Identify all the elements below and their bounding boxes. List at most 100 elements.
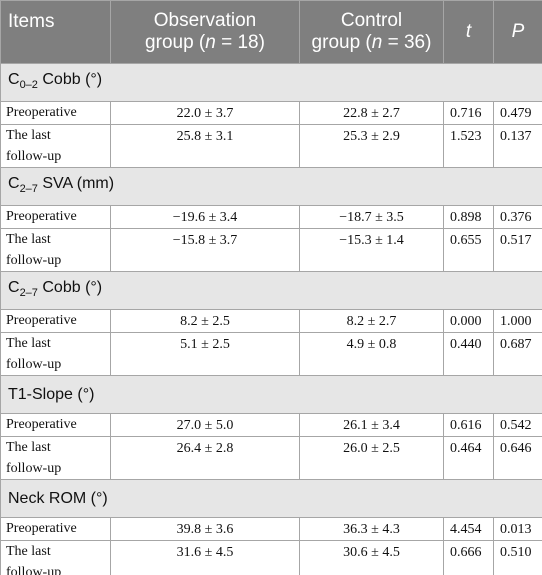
header-p: P bbox=[493, 0, 542, 64]
section-title: C2–7 SVA (mm) bbox=[0, 167, 542, 206]
section-row: C2–7 Cobb (°) bbox=[0, 271, 542, 310]
p-value: 0.376 bbox=[493, 205, 542, 229]
section-title-sub: 2–7 bbox=[19, 183, 38, 196]
control-value: 26.0 ± 2.5 bbox=[299, 436, 444, 480]
row-label-line1: The last bbox=[6, 336, 51, 351]
row-label-line2: follow-up bbox=[6, 357, 62, 372]
control-value: 36.3 ± 4.3 bbox=[299, 517, 444, 541]
control-value: 26.1 ± 3.4 bbox=[299, 413, 444, 437]
table-row: The last follow-up 31.6 ± 4.5 30.6 ± 4.5 … bbox=[0, 540, 542, 575]
control-value: −18.7 ± 3.5 bbox=[299, 205, 444, 229]
row-label-line2: follow-up bbox=[6, 565, 62, 575]
p-value: 0.510 bbox=[493, 540, 542, 575]
header-control-n: n bbox=[371, 32, 383, 53]
section-title-main: C bbox=[8, 70, 20, 88]
row-label: Preoperative bbox=[0, 101, 111, 125]
header-control-group: Control group (n = 36) bbox=[299, 0, 444, 64]
observation-value: −19.6 ± 3.4 bbox=[110, 205, 300, 229]
header-control-line2-suffix: = 36) bbox=[382, 32, 432, 53]
section-row: T1-Slope (°) bbox=[0, 375, 542, 414]
section-title-rest: Cobb (°) bbox=[37, 70, 103, 88]
row-label: The last follow-up bbox=[0, 124, 111, 168]
p-value: 0.479 bbox=[493, 101, 542, 125]
control-value: 4.9 ± 0.8 bbox=[299, 332, 444, 376]
observation-value: −15.8 ± 3.7 bbox=[110, 228, 300, 272]
control-value: 30.6 ± 4.5 bbox=[299, 540, 444, 575]
row-label-line2: follow-up bbox=[6, 461, 62, 476]
row-label-line1: The last bbox=[6, 544, 51, 559]
t-value: 0.666 bbox=[443, 540, 494, 575]
header-observation-line1: Observation bbox=[153, 10, 257, 31]
header-p-label: P bbox=[511, 21, 525, 42]
observation-value: 31.6 ± 4.5 bbox=[110, 540, 300, 575]
t-value: 1.523 bbox=[443, 124, 494, 168]
header-t: t bbox=[443, 0, 494, 64]
header-control-line2-prefix: group ( bbox=[311, 32, 372, 53]
section-title-sub: 0–2 bbox=[19, 79, 38, 92]
observation-value: 8.2 ± 2.5 bbox=[110, 309, 300, 333]
observation-value: 22.0 ± 3.7 bbox=[110, 101, 300, 125]
p-value: 1.000 bbox=[493, 309, 542, 333]
observation-value: 27.0 ± 5.0 bbox=[110, 413, 300, 437]
section-title-rest: SVA (mm) bbox=[37, 174, 115, 192]
row-label: Preoperative bbox=[0, 413, 111, 437]
section-title-main: C bbox=[8, 278, 20, 296]
header-observation-line2-suffix: = 18) bbox=[215, 32, 265, 53]
t-value: 0.464 bbox=[443, 436, 494, 480]
section-row: C0–2 Cobb (°) bbox=[0, 63, 542, 102]
observation-value: 5.1 ± 2.5 bbox=[110, 332, 300, 376]
t-value: 0.440 bbox=[443, 332, 494, 376]
row-label-line1: The last bbox=[6, 440, 51, 455]
header-control-line1: Control bbox=[340, 10, 403, 31]
p-value: 0.542 bbox=[493, 413, 542, 437]
section-title-sub: 2–7 bbox=[19, 287, 38, 300]
section-title: Neck ROM (°) bbox=[0, 479, 542, 518]
header-row: Items Observation group (n = 18) Control… bbox=[0, 0, 542, 64]
section-title: C2–7 Cobb (°) bbox=[0, 271, 542, 310]
observation-value: 25.8 ± 3.1 bbox=[110, 124, 300, 168]
table-row: Preoperative 39.8 ± 3.6 36.3 ± 4.3 4.454… bbox=[0, 517, 542, 541]
row-label-line2: follow-up bbox=[6, 253, 62, 268]
header-items: Items bbox=[0, 0, 111, 64]
header-observation-n: n bbox=[205, 32, 216, 53]
t-value: 0.000 bbox=[443, 309, 494, 333]
table-row: Preoperative 22.0 ± 3.7 22.8 ± 2.7 0.716… bbox=[0, 101, 542, 125]
row-label-line1: The last bbox=[6, 128, 51, 143]
row-label: Preoperative bbox=[0, 205, 111, 229]
t-value: 0.716 bbox=[443, 101, 494, 125]
row-label: The last follow-up bbox=[0, 332, 111, 376]
section-title-rest: Cobb (°) bbox=[37, 278, 103, 296]
row-label: The last follow-up bbox=[0, 228, 111, 272]
table-row: Preoperative 8.2 ± 2.5 8.2 ± 2.7 0.000 1… bbox=[0, 309, 542, 333]
observation-value: 39.8 ± 3.6 bbox=[110, 517, 300, 541]
header-t-label: t bbox=[465, 21, 472, 42]
table-row: The last follow-up 25.8 ± 3.1 25.3 ± 2.9 … bbox=[0, 124, 542, 168]
table-row: Preoperative 27.0 ± 5.0 26.1 ± 3.4 0.616… bbox=[0, 413, 542, 437]
table-row: The last follow-up 5.1 ± 2.5 4.9 ± 0.8 0.… bbox=[0, 332, 542, 376]
p-value: 0.013 bbox=[493, 517, 542, 541]
control-value: 8.2 ± 2.7 bbox=[299, 309, 444, 333]
header-observation-line2-prefix: group ( bbox=[145, 32, 206, 53]
t-value: 4.454 bbox=[443, 517, 494, 541]
t-value: 0.655 bbox=[443, 228, 494, 272]
table-row: The last follow-up 26.4 ± 2.8 26.0 ± 2.5 … bbox=[0, 436, 542, 480]
row-label: The last follow-up bbox=[0, 436, 111, 480]
p-value: 0.646 bbox=[493, 436, 542, 480]
section-title: C0–2 Cobb (°) bbox=[0, 63, 542, 102]
control-value: 22.8 ± 2.7 bbox=[299, 101, 444, 125]
table-row: Preoperative −19.6 ± 3.4 −18.7 ± 3.5 0.8… bbox=[0, 205, 542, 229]
row-label: The last follow-up bbox=[0, 540, 111, 575]
section-title: T1-Slope (°) bbox=[0, 375, 542, 414]
row-label-line2: follow-up bbox=[6, 149, 62, 164]
section-row: Neck ROM (°) bbox=[0, 479, 542, 518]
control-value: 25.3 ± 2.9 bbox=[299, 124, 444, 168]
table-row: The last follow-up −15.8 ± 3.7 −15.3 ± 1.… bbox=[0, 228, 542, 272]
p-value: 0.517 bbox=[493, 228, 542, 272]
control-value: −15.3 ± 1.4 bbox=[299, 228, 444, 272]
header-observation-group: Observation group (n = 18) bbox=[110, 0, 300, 64]
p-value: 0.137 bbox=[493, 124, 542, 168]
row-label: Preoperative bbox=[0, 517, 111, 541]
section-title-main: C bbox=[8, 174, 20, 192]
row-label: Preoperative bbox=[0, 309, 111, 333]
